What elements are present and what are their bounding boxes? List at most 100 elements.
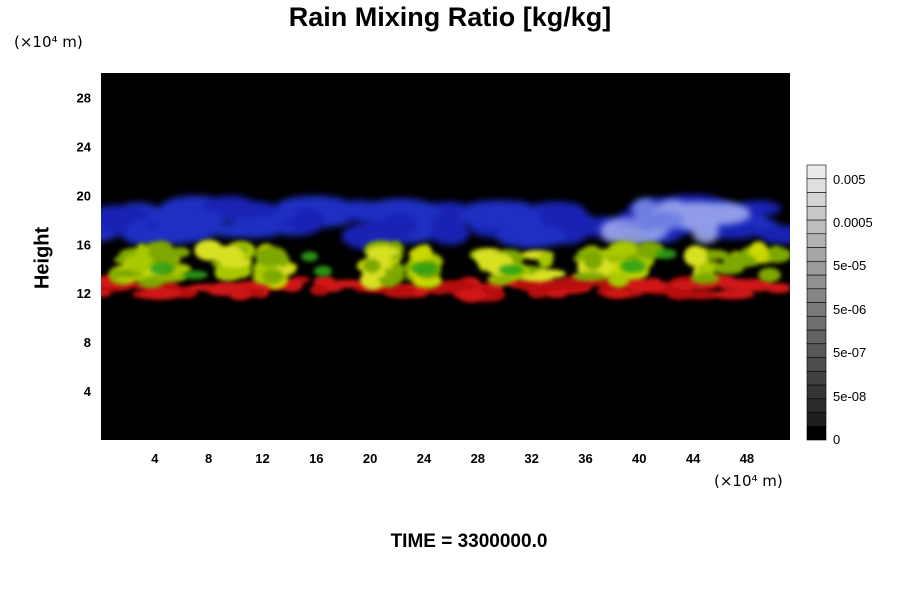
y-axis-unit: (×10⁴ m)	[14, 33, 83, 51]
x-tick-label: 8	[205, 451, 212, 466]
colorbar-swatch	[806, 219, 827, 235]
y-tick-label: 20	[77, 188, 91, 203]
colorbar-swatch	[806, 164, 827, 180]
x-tick-label: 48	[740, 451, 754, 466]
yellow-blob	[572, 271, 606, 282]
red-blob	[626, 279, 667, 292]
colorbar-swatch	[806, 412, 827, 427]
x-tick-label: 28	[471, 451, 485, 466]
colorbar-swatch	[806, 315, 827, 331]
colorbar-swatch	[806, 357, 827, 372]
light-blue-blob	[601, 225, 646, 245]
yellow-blob	[255, 246, 288, 267]
y-tick-label: 8	[84, 335, 91, 350]
red-blob	[541, 278, 591, 290]
yellow-blob	[487, 273, 513, 286]
green-blob	[301, 251, 319, 262]
light-blue-blob	[695, 202, 751, 225]
x-axis-unit: (×10⁴ m)	[714, 472, 783, 490]
yellow-blob	[409, 247, 428, 261]
red-blob	[666, 288, 694, 300]
blue-blob	[758, 225, 790, 245]
green-blob	[619, 259, 646, 273]
blue-blob	[208, 222, 278, 238]
yellow-blob	[758, 267, 781, 283]
time-footer: TIME = 3300000.0	[390, 531, 548, 552]
green-blob	[182, 270, 208, 280]
red-blob	[310, 284, 327, 295]
colorbar-label: 0.005	[833, 172, 866, 187]
light-blue-patch	[600, 198, 751, 247]
green-blob	[410, 262, 438, 275]
x-tick-label: 40	[632, 451, 646, 466]
y-tick-label: 12	[77, 286, 91, 301]
blue-blob	[472, 201, 537, 227]
colorbar-swatch	[806, 302, 827, 317]
blue-blob	[539, 203, 588, 225]
red-blob	[711, 290, 755, 300]
yellow-blob	[219, 257, 251, 268]
yellow-blob	[538, 251, 554, 268]
y-tick-label: 24	[77, 139, 92, 154]
y-tick-label: 16	[77, 237, 91, 252]
blue-blob	[214, 200, 279, 218]
red-blob	[101, 290, 112, 297]
green-blob	[498, 264, 524, 276]
red-blob	[229, 290, 251, 301]
y-tick-label: 4	[84, 384, 92, 399]
x-tick-label: 32	[524, 451, 538, 466]
red-blob	[527, 288, 549, 299]
colorbar-swatch	[806, 192, 827, 207]
x-tick-label: 16	[309, 451, 323, 466]
green-accents	[149, 248, 677, 280]
red-blob	[604, 289, 631, 299]
light-blue-blob	[647, 211, 684, 231]
colorbar-swatch	[806, 178, 827, 193]
yellow-blob	[262, 268, 284, 285]
y-tick-label: 28	[77, 90, 91, 105]
yellow-blob	[124, 254, 154, 268]
blue-blob	[430, 221, 470, 246]
colorbar-label: 5e-07	[833, 345, 866, 360]
y-axis-ticks: 4 8 12 16 20 24 28	[77, 90, 92, 399]
yellow-blob	[722, 254, 758, 268]
yellow-blob	[690, 272, 720, 285]
red-blob	[386, 286, 417, 295]
colorbar-label: 0.0005	[833, 215, 873, 230]
colorbar-swatch	[806, 398, 827, 413]
rain-field	[101, 194, 790, 303]
green-blob	[149, 262, 174, 275]
blue-blob	[495, 224, 567, 249]
colorbar-swatch	[806, 274, 827, 290]
blue-blob	[361, 198, 440, 226]
chart-title: Rain Mixing Ratio [kg/kg]	[288, 2, 612, 32]
colorbar-label: 5e-05	[833, 258, 866, 273]
yellow-blob	[583, 250, 603, 271]
yellow-layer	[108, 239, 790, 290]
green-blob	[655, 248, 677, 260]
red-blob	[139, 288, 182, 300]
red-blob	[452, 292, 489, 299]
yellow-blob	[683, 245, 707, 267]
colorbar-label: 5e-06	[833, 302, 866, 317]
yellow-blob	[597, 248, 624, 258]
colorbar-label: 5e-08	[833, 389, 866, 404]
x-tick-label: 44	[686, 451, 701, 466]
x-tick-label: 4	[151, 451, 159, 466]
colorbar-swatch	[806, 247, 827, 262]
light-blue-blob	[632, 198, 658, 221]
light-blue-blob	[692, 221, 719, 244]
colorbar-swatch	[806, 288, 827, 303]
blue-blob	[139, 226, 200, 245]
red-blob	[187, 283, 227, 291]
colorbar-swatch	[806, 233, 827, 248]
yellow-blob	[363, 258, 381, 274]
yellow-blob	[534, 269, 566, 279]
x-tick-label: 12	[255, 451, 269, 466]
colorbar-label: 0	[833, 432, 840, 447]
colorbar-swatch	[807, 426, 826, 440]
colorbar-swatch	[806, 205, 827, 221]
colorbar-swatch	[806, 384, 827, 400]
red-blob	[545, 290, 568, 298]
